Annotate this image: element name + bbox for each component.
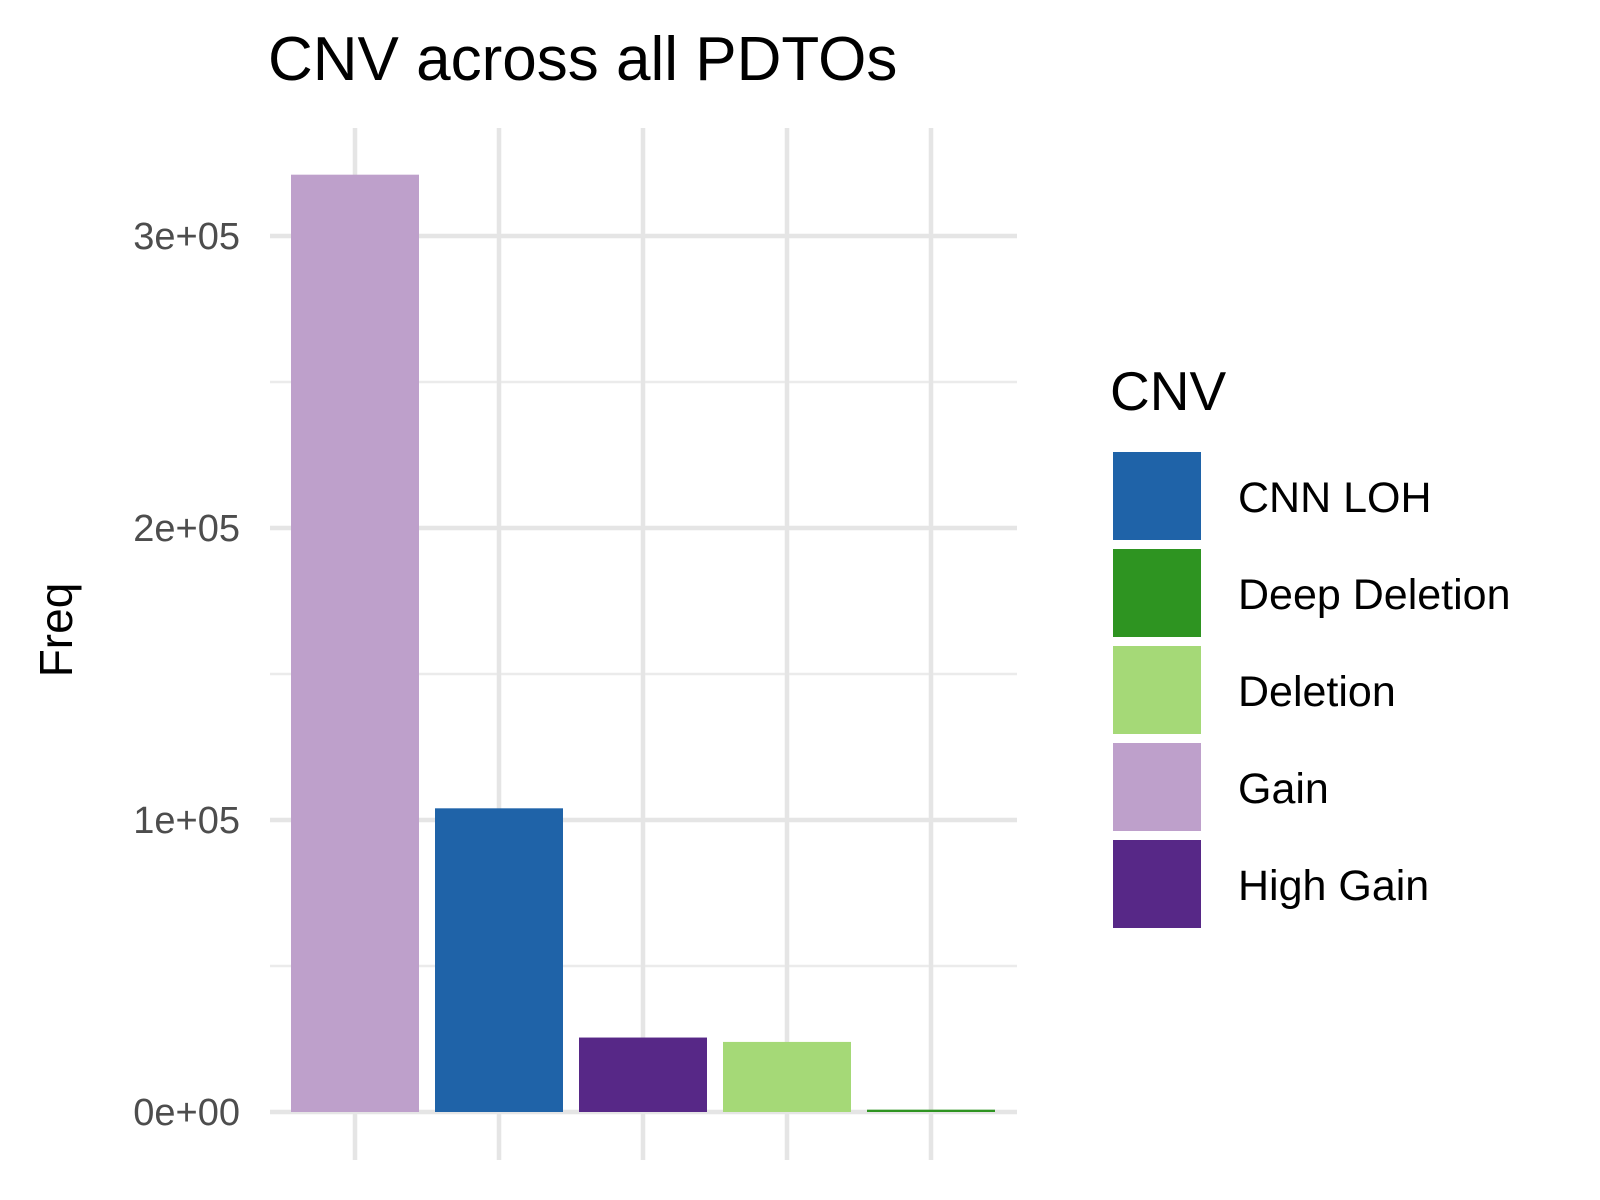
bar-high-gain — [579, 1037, 707, 1112]
bar-deep-deletion — [867, 1109, 995, 1112]
legend-swatch — [1113, 840, 1201, 928]
legend-label: High Gain — [1238, 862, 1429, 910]
bars — [291, 174, 995, 1112]
legend-title: CNV — [1110, 360, 1226, 422]
bar-gain — [291, 174, 419, 1112]
legend-swatch — [1113, 646, 1201, 734]
chart-title: CNV across all PDTOs — [268, 25, 897, 94]
legend-swatch — [1113, 549, 1201, 637]
y-tick-label: 0e+00 — [133, 1092, 240, 1134]
legend-swatch — [1113, 452, 1201, 540]
bar-cnn-loh — [435, 808, 563, 1112]
legend-label: Deletion — [1238, 668, 1396, 716]
bar-deletion — [723, 1041, 851, 1112]
y-tick-label: 2e+05 — [133, 508, 240, 550]
y-tick-label: 3e+05 — [133, 216, 240, 258]
legend-label: Deep Deletion — [1238, 571, 1511, 619]
legend-label: Gain — [1238, 765, 1329, 813]
y-axis-ticks: 0e+00 1e+05 2e+05 3e+05 — [133, 216, 240, 1134]
legend-swatch — [1113, 743, 1201, 831]
legend: CNN LOH Deep Deletion Deletion Gain High Gai… — [1113, 452, 1511, 928]
legend-label: CNN LOH — [1238, 474, 1432, 522]
y-tick-label: 1e+05 — [133, 800, 240, 842]
y-axis-label: Freq — [30, 583, 82, 678]
